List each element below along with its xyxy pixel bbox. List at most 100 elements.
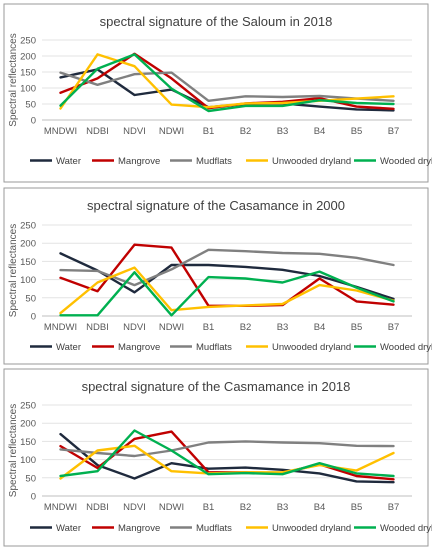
- legend-label: Mangrove: [118, 156, 160, 167]
- x-tick-label: B3: [277, 126, 289, 137]
- x-tick-label: NDVI: [123, 322, 146, 333]
- legend-entry: Mudflats: [170, 342, 232, 353]
- legend-entry: Unwooded dryland: [246, 156, 351, 167]
- chart-title: spectral signature of the Saloum in 2018: [100, 14, 333, 29]
- legend-label: Unwooded dryland: [272, 523, 351, 534]
- legend-entry: Mangrove: [92, 156, 160, 167]
- x-tick-label: B5: [351, 502, 363, 513]
- legend-entry: Unwooded dryland: [246, 342, 351, 353]
- chart-title: spectral signature of the Casmamance in …: [82, 379, 351, 394]
- y-axis-label: Spectral reflectances: [8, 33, 19, 126]
- series-line-unwooded-dryland: [59, 266, 395, 315]
- x-tick-label: B3: [277, 322, 289, 333]
- y-axis-label: Spectral reflectances: [8, 224, 19, 317]
- y-tick-label: 100: [20, 455, 36, 466]
- y-tick-label: 50: [25, 100, 36, 111]
- series-line-water: [59, 432, 395, 484]
- legend-label: Water: [56, 156, 81, 167]
- x-tick-label: B1: [203, 502, 215, 513]
- x-tick-label: MNDWI: [44, 502, 77, 513]
- chart-panel-3: spectral signature of the Casmamance in …: [3, 368, 432, 547]
- legend-label: Wooded dryland: [380, 342, 432, 353]
- x-tick-label: NDBI: [86, 322, 109, 333]
- legend-entry: Mudflats: [170, 523, 232, 534]
- y-tick-label: 0: [31, 116, 36, 127]
- legend-label: Mudflats: [196, 342, 232, 353]
- y-tick-label: 100: [20, 84, 36, 95]
- legend-entry: Unwooded dryland: [246, 523, 351, 534]
- x-tick-label: B5: [351, 126, 363, 137]
- x-tick-label: MNDWI: [44, 126, 77, 137]
- y-tick-label: 0: [31, 312, 36, 323]
- y-tick-label: 250: [20, 401, 36, 412]
- legend-label: Wooded dryland: [380, 523, 432, 534]
- y-tick-label: 200: [20, 239, 36, 250]
- series-line-wooded-dryland: [59, 53, 395, 113]
- y-tick-label: 150: [20, 68, 36, 79]
- legend-label: Water: [56, 523, 81, 534]
- legend-entry: Mangrove: [92, 342, 160, 353]
- series-line-mudflats: [59, 248, 395, 287]
- x-tick-label: B2: [240, 126, 252, 137]
- x-tick-label: B7: [388, 126, 400, 137]
- y-tick-label: 0: [31, 492, 36, 503]
- legend-entry: Water: [30, 156, 81, 167]
- chart-title: spectral signature of the Casamance in 2…: [87, 198, 345, 213]
- y-tick-label: 150: [20, 257, 36, 268]
- series-line-water: [59, 252, 395, 301]
- legend-label: Mudflats: [196, 523, 232, 534]
- x-tick-label: B7: [388, 502, 400, 513]
- chart-frame: [3, 187, 429, 365]
- y-tick-label: 50: [25, 293, 36, 304]
- x-tick-label: B1: [203, 322, 215, 333]
- chart-frame: [3, 368, 429, 547]
- legend-label: Mangrove: [118, 523, 160, 534]
- legend-entry: Mudflats: [170, 156, 232, 167]
- y-tick-label: 200: [20, 419, 36, 430]
- x-tick-label: B2: [240, 502, 252, 513]
- legend-label: Unwooded dryland: [272, 342, 351, 353]
- legend-label: Unwooded dryland: [272, 156, 351, 167]
- legend-entry: Wooded dryland: [354, 342, 432, 353]
- y-tick-label: 50: [25, 473, 36, 484]
- y-tick-label: 250: [20, 36, 36, 47]
- x-tick-label: B4: [314, 322, 326, 333]
- y-tick-label: 200: [20, 52, 36, 63]
- x-tick-label: NDVI: [123, 502, 146, 513]
- x-tick-label: B1: [203, 126, 215, 137]
- legend-label: Water: [56, 342, 81, 353]
- series-line-wooded-dryland: [59, 270, 395, 317]
- y-tick-label: 100: [20, 275, 36, 286]
- series-line-mudflats: [59, 440, 395, 458]
- x-tick-label: NDBI: [86, 126, 109, 137]
- y-axis-label: Spectral reflectances: [8, 404, 19, 497]
- series-line-unwooded-dryland: [59, 53, 395, 110]
- x-tick-label: B4: [314, 502, 326, 513]
- x-tick-label: MNDWI: [44, 322, 77, 333]
- x-tick-label: B5: [351, 322, 363, 333]
- legend-label: Mudflats: [196, 156, 232, 167]
- x-tick-label: B2: [240, 322, 252, 333]
- legend-entry: Wooded dryland: [354, 523, 432, 534]
- y-tick-label: 150: [20, 437, 36, 448]
- x-tick-label: NDWI: [159, 322, 184, 333]
- x-tick-label: NDWI: [159, 502, 184, 513]
- chart-panel-1: spectral signature of the Saloum in 2018…: [3, 3, 432, 183]
- x-tick-label: B7: [388, 322, 400, 333]
- y-tick-label: 250: [20, 221, 36, 232]
- x-tick-label: NDWI: [159, 126, 184, 137]
- legend-entry: Water: [30, 523, 81, 534]
- x-tick-label: NDVI: [123, 126, 146, 137]
- series-line-mudflats: [59, 71, 395, 103]
- legend-label: Wooded dryland: [380, 156, 432, 167]
- legend-entry: Wooded dryland: [354, 156, 432, 167]
- x-tick-label: B3: [277, 502, 289, 513]
- legend-entry: Water: [30, 342, 81, 353]
- chart-panel-2: spectral signature of the Casamance in 2…: [3, 187, 432, 365]
- legend-entry: Mangrove: [92, 523, 160, 534]
- legend-label: Mangrove: [118, 342, 160, 353]
- series-line-wooded-dryland: [59, 429, 395, 478]
- x-tick-label: B4: [314, 126, 326, 137]
